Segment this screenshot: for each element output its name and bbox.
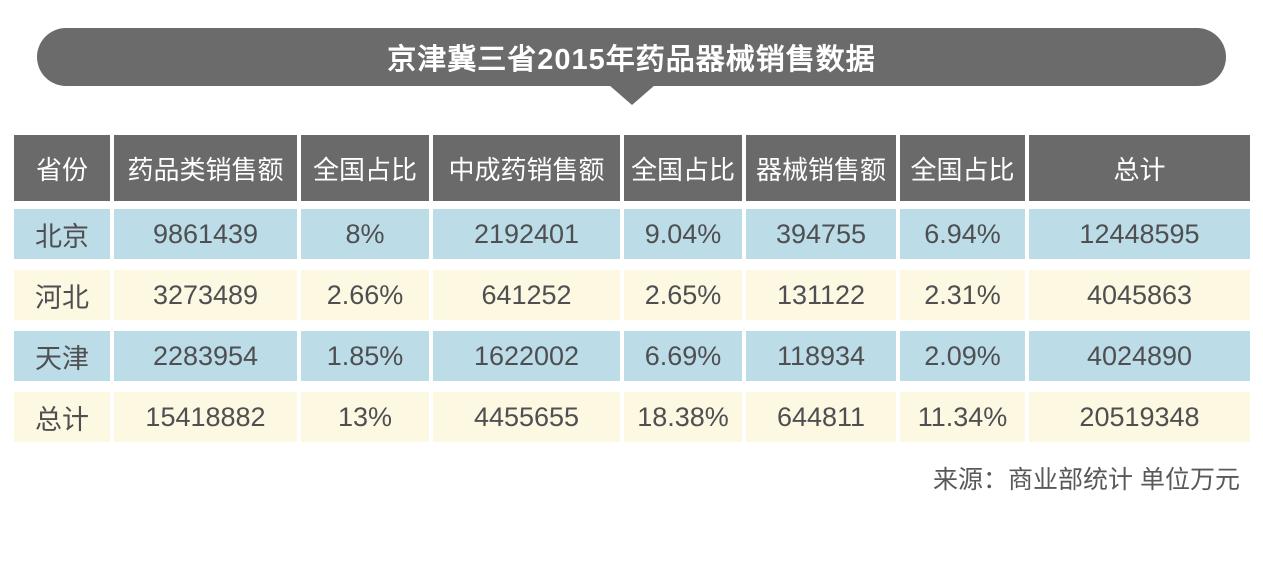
table-cell: 2.31%: [900, 270, 1025, 320]
header-cell-device-sales: 器械销售额: [746, 135, 896, 201]
table-cell: 北京: [14, 209, 110, 259]
header-cell-national-share-2: 全国占比: [624, 135, 742, 201]
table-cell: 11.34%: [900, 392, 1025, 442]
table-row-beijing: 北京 9861439 8% 2192401 9.04% 394755 6.94%…: [14, 209, 1250, 259]
header-cell-total: 总计: [1029, 135, 1250, 201]
table-cell: 4045863: [1029, 270, 1250, 320]
table-cell: 4024890: [1029, 331, 1250, 381]
header-cell-national-share-1: 全国占比: [301, 135, 429, 201]
table-cell: 1.85%: [301, 331, 429, 381]
table-cell: 6.69%: [624, 331, 742, 381]
table-cell: 1622002: [433, 331, 620, 381]
table-cell: 131122: [746, 270, 896, 320]
table-row-tianjin: 天津 2283954 1.85% 1622002 6.69% 118934 2.…: [14, 331, 1250, 381]
sales-table: 省份 药品类销售额 全国占比 中成药销售额 全国占比 器械销售额 全国占比 总计…: [14, 135, 1250, 442]
table-row-total: 总计 15418882 13% 4455655 18.38% 644811 11…: [14, 392, 1250, 442]
table-cell: 15418882: [114, 392, 297, 442]
table-cell: 9861439: [114, 209, 297, 259]
table-cell: 2.66%: [301, 270, 429, 320]
title-banner: 京津冀三省2015年药品器械销售数据: [37, 28, 1226, 105]
header-cell-patent-medicine-sales: 中成药销售额: [433, 135, 620, 201]
table-cell: 3273489: [114, 270, 297, 320]
table-cell: 12448595: [1029, 209, 1250, 259]
table-cell: 2192401: [433, 209, 620, 259]
table-cell: 20519348: [1029, 392, 1250, 442]
table-cell: 118934: [746, 331, 896, 381]
table-cell: 天津: [14, 331, 110, 381]
header-cell-drug-sales: 药品类销售额: [114, 135, 297, 201]
table-cell: 6.94%: [900, 209, 1025, 259]
banner-pointer-triangle: [608, 85, 655, 105]
table-cell: 18.38%: [624, 392, 742, 442]
table-cell: 河北: [14, 270, 110, 320]
table-cell: 644811: [746, 392, 896, 442]
infographic: 京津冀三省2015年药品器械销售数据 省份 药品类销售额 全国占比 中成药销售额…: [0, 28, 1263, 564]
table-cell: 13%: [301, 392, 429, 442]
table-cell: 2.65%: [624, 270, 742, 320]
table-cell: 9.04%: [624, 209, 742, 259]
page-title: 京津冀三省2015年药品器械销售数据: [387, 44, 876, 76]
table-cell: 641252: [433, 270, 620, 320]
header-cell-national-share-3: 全国占比: [900, 135, 1025, 201]
table-cell: 394755: [746, 209, 896, 259]
table-row-hebei: 河北 3273489 2.66% 641252 2.65% 131122 2.3…: [14, 270, 1250, 320]
table-cell: 4455655: [433, 392, 620, 442]
source-note: 来源：商业部统计 单位万元: [933, 466, 1240, 494]
table-cell: 8%: [301, 209, 429, 259]
table-cell: 2.09%: [900, 331, 1025, 381]
table-cell: 总计: [14, 392, 110, 442]
table-header-row: 省份 药品类销售额 全国占比 中成药销售额 全国占比 器械销售额 全国占比 总计: [14, 135, 1250, 201]
table-cell: 2283954: [114, 331, 297, 381]
header-cell-province: 省份: [14, 135, 110, 201]
